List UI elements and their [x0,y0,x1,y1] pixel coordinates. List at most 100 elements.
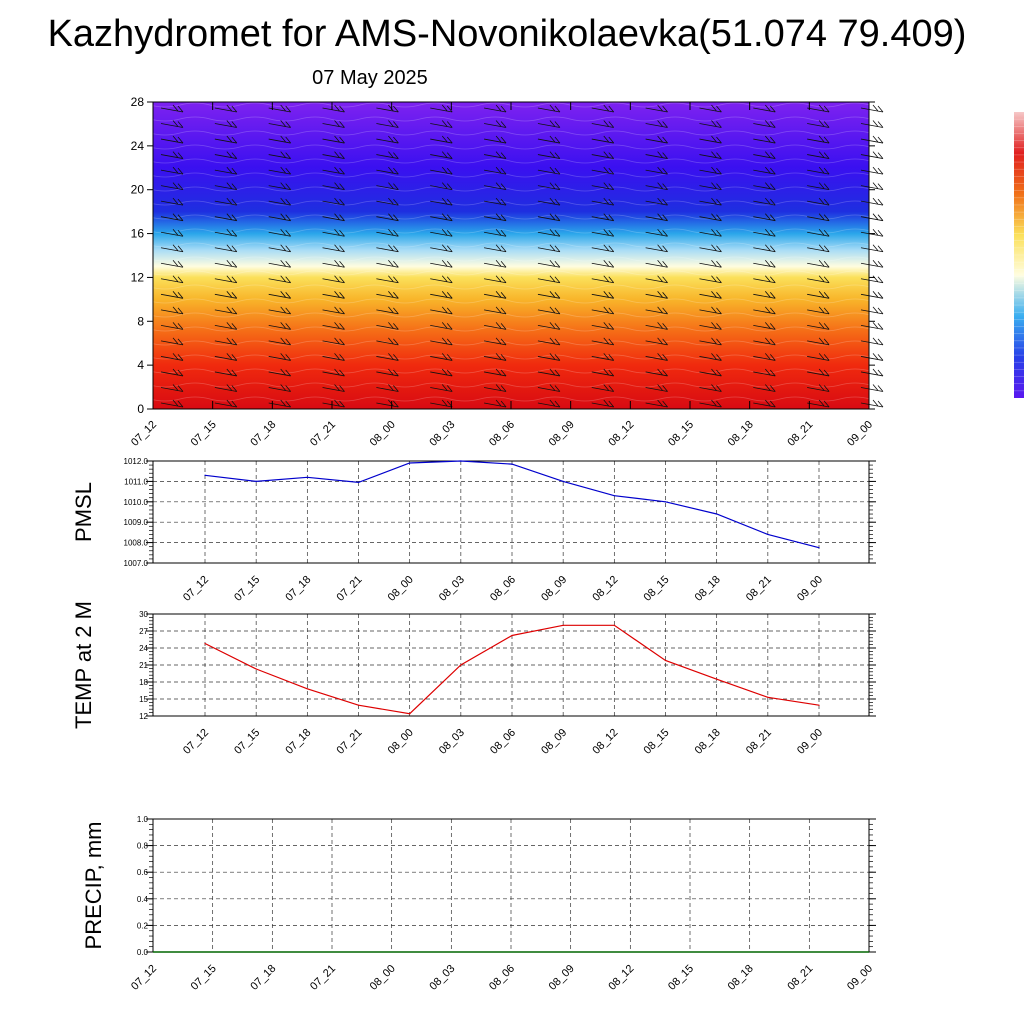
wind-barb [645,244,668,253]
wind-barb [645,104,668,113]
wind-barb [484,228,507,237]
wind-barb [484,244,507,253]
wind-barb [376,120,399,128]
wind-barb [376,384,399,392]
wind-barb [699,120,722,128]
wind-barb [430,228,453,237]
y-tick-label: 21 [139,661,148,670]
wind-barb [860,353,884,361]
data-point [664,501,667,503]
y-tick-label: 0.8 [137,842,149,851]
wind-barb [268,151,291,159]
data-point [204,474,206,476]
wind-barb [753,275,776,284]
wind-barb [160,197,184,206]
y-tick-label: 0.0 [137,948,149,957]
wind-barb [430,244,453,253]
wind-barb [322,384,345,392]
wind-barb [160,213,184,222]
wind-barb [322,197,345,206]
wind-barb [753,166,776,175]
wind-barb [268,182,291,191]
wind-barb [214,260,238,268]
wind-barb [322,213,345,222]
wind-barb [699,337,722,346]
y-tick-label: 1009.0 [124,518,149,527]
wind-barb [807,275,830,284]
wind-barb [645,337,668,346]
wind-barb [376,197,399,206]
wind-barb [537,275,561,284]
wind-barb [591,182,615,191]
x-tick-label: 08_21 [785,419,815,449]
data-point [255,668,257,670]
wind-barb [860,260,884,268]
wind-barb [753,322,776,330]
wind-barb [484,353,507,361]
wind-barb [537,166,561,175]
wind-barb [645,322,668,330]
wind-barb [807,151,830,159]
wind-barb [430,306,453,315]
wind-barb [322,368,345,377]
wind-barb [537,104,561,113]
wind-barb [430,368,453,377]
wind-barb [322,135,345,144]
x-tick-label: 09_00 [795,574,825,604]
wind-barb [699,353,722,361]
x-tick-label: 08_06 [488,727,518,757]
wind-barb [753,337,776,346]
wind-barb [214,275,238,284]
wind-barb [645,399,668,408]
wind-barb [591,244,615,253]
wind-barb [699,182,722,191]
wind-barb [160,275,184,284]
x-tick-label: 08_12 [590,727,620,757]
wind-barb [268,306,291,315]
x-tick-label: 07_12 [129,963,159,993]
wind-barb [537,322,561,330]
data-point [511,463,513,465]
wind-barb [484,384,507,392]
wind-barb [376,135,399,144]
wind-barb [591,399,615,408]
y-tick-label: 1.0 [137,815,149,824]
y-tick-label: 15 [139,695,148,704]
wind-barb [860,228,884,237]
wind-barb [376,166,399,175]
x-tick-label: 08_00 [386,574,416,604]
wind-barb [537,384,561,392]
data-point [306,476,308,478]
y-tick-label: 30 [139,610,148,619]
wind-barb [753,104,776,113]
wind-barb [591,228,615,237]
wind-barb [591,368,615,377]
wind-barb [214,353,238,361]
data-point [818,704,820,706]
wind-barb [484,306,507,315]
x-tick-label: 09_00 [845,419,875,449]
wind-barb [214,322,238,330]
wind-barb [160,104,184,113]
x-tick-label: 07_15 [232,727,262,757]
wind-barb [645,151,668,159]
x-tick-label: 09_00 [845,963,875,993]
wind-barb [160,135,184,144]
wind-barb [699,368,722,377]
wind-barb [699,275,722,284]
x-tick-label: 07_18 [248,963,278,993]
colorbar-gradient [1014,112,1024,398]
y-tick-label: 0 [137,402,144,416]
wind-barb [160,228,184,237]
wind-barb [537,228,561,237]
wind-barb [753,384,776,392]
x-tick-label: 08_12 [590,574,620,604]
data-point [613,624,615,626]
wind-barb [591,151,615,159]
wind-barb [268,275,291,284]
wind-barb [699,291,722,299]
wind-barb [807,306,830,315]
wind-barb [160,182,184,191]
wind-barb [645,368,668,377]
x-tick-label: 07_21 [335,574,365,604]
